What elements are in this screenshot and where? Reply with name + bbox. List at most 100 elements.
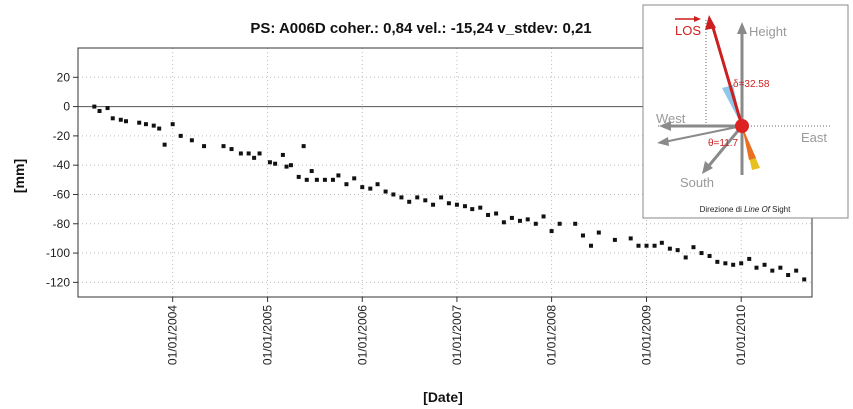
data-point (533, 221, 538, 226)
data-point (375, 182, 380, 187)
data-point (344, 182, 349, 187)
data-point (143, 122, 148, 127)
data-point (178, 133, 183, 138)
data-point (794, 268, 799, 273)
data-point (246, 151, 251, 156)
data-point (667, 246, 672, 251)
data-point (541, 214, 546, 219)
data-point (580, 233, 585, 238)
x-tick-label: 01/01/2006 (355, 305, 369, 365)
data-point (715, 259, 720, 264)
data-point (202, 144, 207, 149)
data-point (573, 221, 578, 226)
east-label: East (801, 130, 827, 145)
data-point (284, 164, 289, 169)
data-point (383, 189, 388, 194)
inset-frame (642, 4, 849, 219)
data-series (92, 104, 807, 282)
data-point (151, 123, 156, 128)
data-point (267, 160, 272, 165)
y-tick-label: -120 (46, 275, 70, 289)
data-point (628, 236, 633, 241)
x-tick-label: 01/01/2010 (734, 305, 748, 365)
data-point (162, 142, 167, 147)
data-point (407, 199, 412, 204)
x-tick-label: 01/01/2005 (261, 305, 275, 365)
y-tick-label: -40 (53, 158, 71, 172)
los-overline-arrowhead-icon (694, 16, 701, 22)
data-point (509, 215, 514, 220)
chart-title: PS: A006D coher.: 0,84 vel.: -15,24 v_st… (250, 20, 591, 37)
data-point (137, 120, 142, 125)
data-point (644, 243, 649, 248)
data-point (415, 195, 420, 200)
y-tick-label: -80 (53, 217, 71, 231)
south-label: South (680, 175, 714, 190)
data-point (557, 221, 562, 226)
data-point (723, 261, 728, 266)
data-point (462, 204, 467, 209)
y-tick-label: -100 (46, 246, 70, 260)
data-point (446, 201, 451, 206)
x-tick-label: 01/01/2004 (166, 305, 180, 365)
data-point (659, 240, 664, 245)
west-label: West (656, 111, 686, 126)
y-axis-label: [mm] (11, 159, 27, 193)
x-tick-label: 01/01/2009 (640, 305, 654, 365)
data-point (739, 261, 744, 266)
data-point (478, 205, 483, 210)
data-point (486, 212, 491, 217)
data-point (754, 265, 759, 270)
theta-angle-label: θ=11.7 (708, 138, 739, 149)
y-axis-ticks: 20 0 -20 -40 -60 -80 -100 -120 (46, 70, 78, 289)
south-arrowhead-icon (702, 161, 713, 174)
data-point (501, 220, 506, 225)
south-axis-arrow (705, 125, 744, 169)
data-point (189, 138, 194, 143)
y-tick-label: 0 (63, 100, 70, 114)
data-point (612, 237, 617, 242)
data-point (105, 106, 110, 111)
data-point (683, 255, 688, 260)
data-point (399, 195, 404, 200)
data-point (170, 122, 175, 127)
data-point (257, 151, 262, 156)
data-point (123, 119, 128, 124)
data-point (747, 256, 752, 261)
data-point (778, 265, 783, 270)
data-point (157, 126, 162, 131)
x-axis-ticks: 01/01/2004 01/01/2005 01/01/2006 01/01/2007… (166, 297, 748, 365)
data-point (423, 198, 428, 203)
los-inset: LOS Height West East South δ=32.58 θ=11.… (642, 4, 849, 219)
data-point (802, 277, 807, 282)
x-axis-label: [Date] (423, 389, 463, 405)
data-point (273, 161, 278, 166)
y-tick-label: -20 (53, 129, 71, 143)
data-point (589, 243, 594, 248)
data-point (517, 218, 522, 223)
data-point (252, 155, 257, 160)
data-point (470, 207, 475, 212)
data-point (280, 152, 285, 157)
data-point (691, 245, 696, 250)
data-point (707, 253, 712, 258)
data-point (762, 262, 767, 267)
data-point (494, 211, 499, 216)
height-arrowhead-icon (737, 22, 747, 34)
los-label: LOS (675, 23, 701, 38)
data-point (391, 192, 396, 197)
data-point (238, 151, 243, 156)
data-point (675, 248, 680, 253)
data-point (330, 177, 335, 182)
data-point (368, 186, 373, 191)
data-point (596, 230, 601, 235)
los-projection-arrow (663, 125, 743, 143)
data-point (304, 177, 309, 182)
west-arrowhead-icon (659, 121, 671, 131)
y-tick-label: -60 (53, 187, 71, 201)
data-point (97, 108, 102, 113)
data-point (352, 176, 357, 181)
velocity-wedge-orange (742, 126, 756, 160)
delta-angle-label: δ=32.58 (733, 79, 770, 90)
height-label: Height (749, 24, 787, 39)
